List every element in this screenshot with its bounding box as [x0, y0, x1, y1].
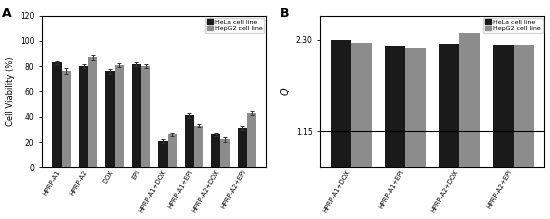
- Bar: [79, 66, 88, 167]
- Bar: [106, 71, 114, 167]
- Y-axis label: Q: Q: [280, 88, 290, 95]
- Bar: [247, 113, 256, 167]
- Bar: [132, 64, 141, 167]
- Bar: [211, 134, 221, 167]
- Bar: [459, 33, 480, 219]
- Bar: [514, 45, 534, 219]
- Legend: HeLa cell line, HepG2 cell line: HeLa cell line, HepG2 cell line: [483, 18, 542, 33]
- Y-axis label: Cell Viability (%): Cell Viability (%): [6, 57, 14, 126]
- Bar: [52, 62, 62, 167]
- Text: A: A: [2, 7, 12, 19]
- Bar: [331, 40, 351, 219]
- Bar: [405, 48, 426, 219]
- Bar: [114, 65, 124, 167]
- Bar: [194, 125, 204, 167]
- Bar: [158, 141, 168, 167]
- Bar: [168, 134, 177, 167]
- Bar: [351, 43, 372, 219]
- Bar: [384, 46, 405, 219]
- Bar: [141, 66, 150, 167]
- Bar: [221, 140, 230, 167]
- Legend: HeLa cell line, HepG2 cell line: HeLa cell line, HepG2 cell line: [205, 18, 265, 33]
- Text: B: B: [280, 7, 289, 19]
- Bar: [88, 57, 97, 167]
- Bar: [493, 45, 514, 219]
- Bar: [238, 128, 247, 167]
- Bar: [439, 44, 459, 219]
- Bar: [62, 71, 71, 167]
- Bar: [185, 115, 194, 167]
